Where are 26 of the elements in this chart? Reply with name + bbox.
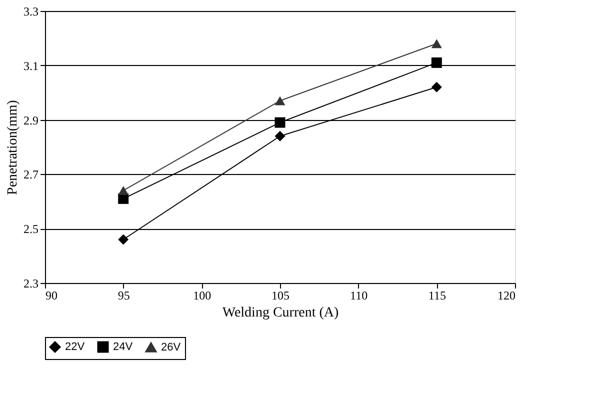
y-tick-label: 2.9: [24, 113, 38, 128]
legend-label: 26V: [161, 341, 182, 354]
y-axis-title: Penetration(mm): [6, 100, 20, 195]
x-tick-label: 115: [428, 288, 446, 302]
x-tick-label: 95: [118, 288, 130, 302]
point: [118, 234, 129, 245]
x-tick-label: 120: [498, 288, 516, 302]
x-axis-title: Welding Current (A): [222, 306, 339, 320]
point: [118, 186, 129, 196]
y-tick-label: 3.3: [24, 4, 38, 18]
y-tick-label: 2.5: [24, 222, 38, 236]
point: [274, 117, 286, 128]
x-tick-label: 90: [46, 288, 58, 302]
y-tick-label: 3.1: [24, 58, 38, 73]
legend-label: 24V: [113, 341, 134, 353]
x-tick-label: 105: [272, 288, 290, 302]
point: [431, 82, 442, 92]
point: [274, 96, 286, 106]
legend-label: 22V: [65, 341, 86, 353]
x-tick-label: 100: [193, 288, 212, 302]
x-tick-label: 110: [350, 288, 368, 302]
point: [431, 57, 442, 68]
y-tick-label: 2.3: [24, 276, 38, 290]
point: [431, 39, 442, 48]
point: [274, 130, 286, 142]
y-tick-label: 2.7: [24, 168, 38, 182]
